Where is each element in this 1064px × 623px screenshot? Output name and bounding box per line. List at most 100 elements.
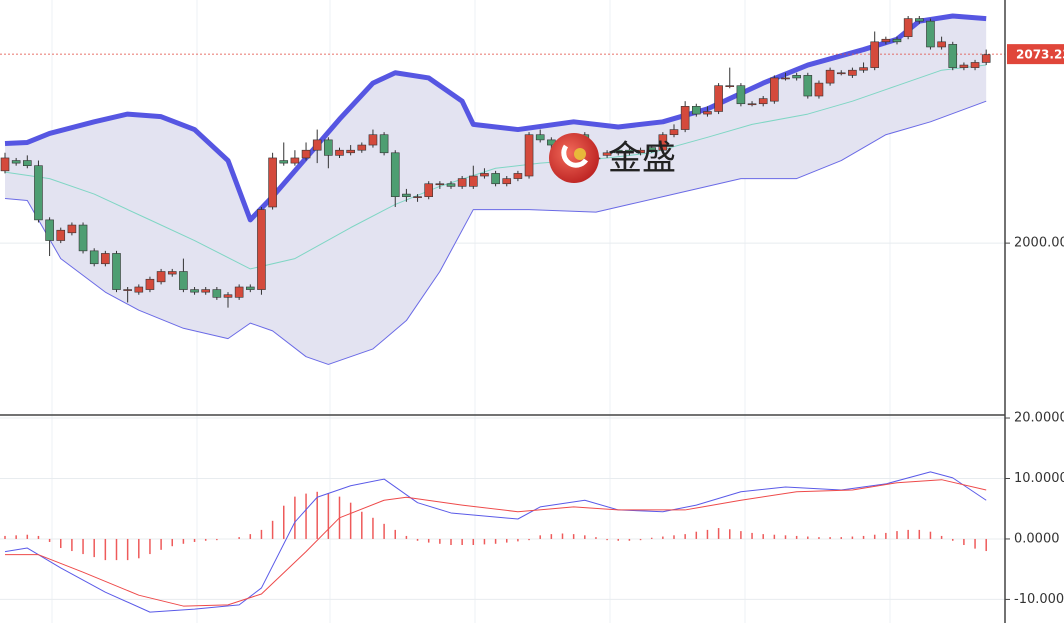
- plot-area: [0, 13, 1005, 613]
- candle-body: [480, 173, 489, 177]
- candle-body: [859, 67, 868, 71]
- candle-body: [257, 209, 266, 290]
- candle-body: [89, 250, 99, 265]
- candle-body: [680, 106, 690, 130]
- candle-body: [613, 149, 623, 154]
- candle-body: [413, 196, 422, 198]
- candle-body: [535, 134, 545, 141]
- candle-body: [212, 289, 222, 298]
- candle-body: [101, 253, 110, 265]
- candle-body: [112, 253, 121, 290]
- candle-body: [926, 20, 935, 48]
- candle-body: [234, 286, 244, 298]
- candle-body: [156, 271, 166, 283]
- candle-body: [892, 38, 902, 43]
- candle-body: [45, 219, 54, 241]
- candle-body: [691, 106, 701, 115]
- candle-body: [948, 44, 958, 68]
- logo-dot: [574, 148, 586, 160]
- y-tick-label: 0.0000: [1014, 531, 1060, 546]
- candle-body: [457, 178, 467, 187]
- candle-body: [368, 134, 378, 146]
- candle-body: [201, 289, 210, 293]
- candle-body: [914, 18, 924, 22]
- y-tick-label: 10.0000: [1014, 471, 1064, 486]
- candle-body: [34, 165, 43, 221]
- candle-body: [379, 134, 389, 154]
- macd-line: [4, 471, 987, 613]
- candle-body: [179, 271, 188, 290]
- candle-body: [346, 149, 355, 154]
- candle-body: [324, 139, 333, 156]
- candle-body: [825, 69, 835, 84]
- candle-body: [390, 152, 400, 197]
- candle-body: [402, 193, 411, 197]
- candle-body: [513, 173, 523, 179]
- candle-body: [502, 178, 512, 185]
- candle-body: [145, 278, 155, 290]
- candle-body: [335, 149, 344, 156]
- candle-body: [658, 134, 668, 151]
- candle-body: [524, 134, 534, 177]
- candle-body: [167, 271, 177, 275]
- candle-body: [747, 103, 757, 106]
- y-tick-label: -10.000: [1014, 592, 1064, 607]
- band-upper: [4, 13, 987, 223]
- candle-body: [134, 286, 144, 293]
- candle-body: [937, 41, 946, 48]
- candle-body: [290, 157, 300, 164]
- logo-icon: [549, 133, 599, 183]
- candle-body: [758, 98, 768, 105]
- macd-line: [5, 479, 987, 607]
- candle-body: [792, 75, 801, 79]
- candle-body: [970, 62, 980, 68]
- logo-swoosh: [561, 144, 589, 168]
- candle-body: [903, 18, 913, 37]
- candle-body: [190, 289, 199, 293]
- candle-body: [0, 157, 10, 172]
- candle-body: [814, 82, 824, 97]
- candle-body: [636, 149, 645, 154]
- candle-body: [357, 144, 367, 151]
- candle-body: [491, 173, 500, 185]
- candle-body: [435, 183, 445, 186]
- y-tick-label: 2000.00: [1014, 236, 1064, 251]
- candle-body: [881, 38, 891, 43]
- candle-body: [770, 77, 779, 102]
- candle-body: [625, 149, 634, 154]
- candle-body: [959, 64, 969, 68]
- band-middle: [4, 64, 987, 270]
- candle-body: [981, 54, 991, 63]
- candle-body: [312, 139, 322, 151]
- logo-text: 金盛: [608, 139, 676, 179]
- logo: 金盛: [549, 133, 676, 183]
- candle-body: [725, 85, 735, 87]
- candle-body: [848, 69, 857, 76]
- y-axis: 2000.00 2073.23 20.0000 10.0000 0.0000 -10.00…: [1005, 44, 1064, 607]
- candle-body: [602, 152, 612, 156]
- candle-body: [56, 229, 66, 241]
- candle-body: [78, 224, 88, 252]
- candle-body: [223, 294, 233, 298]
- last-price-label: 2073.23: [1016, 48, 1064, 62]
- y-tick-label: 20.0000: [1014, 411, 1064, 426]
- candle-body: [647, 147, 657, 151]
- candle-body: [714, 85, 723, 112]
- last-price-tag: [1007, 44, 1064, 65]
- candle-body: [669, 129, 679, 136]
- candle-body: [279, 160, 289, 164]
- candle-body: [424, 183, 434, 197]
- candle-body: [703, 111, 712, 115]
- candle-body: [22, 160, 32, 166]
- candle-body: [301, 149, 311, 159]
- candle-body: [123, 289, 132, 291]
- candle-body: [736, 85, 746, 105]
- candle-body: [268, 157, 277, 208]
- candle-body: [870, 41, 880, 68]
- candle-body: [781, 77, 790, 80]
- candle-body: [446, 183, 456, 187]
- candle-body: [67, 224, 77, 234]
- band-lower: [4, 100, 987, 365]
